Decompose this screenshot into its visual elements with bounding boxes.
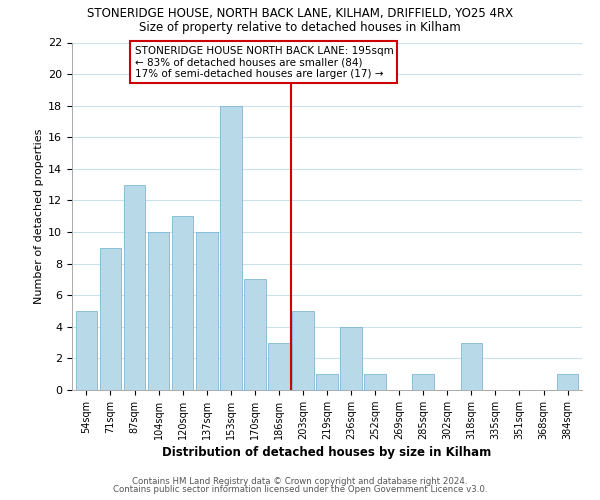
Text: STONERIDGE HOUSE, NORTH BACK LANE, KILHAM, DRIFFIELD, YO25 4RX: STONERIDGE HOUSE, NORTH BACK LANE, KILHA… bbox=[87, 8, 513, 20]
Bar bbox=[196, 232, 218, 390]
X-axis label: Distribution of detached houses by size in Kilham: Distribution of detached houses by size … bbox=[163, 446, 491, 459]
Bar bbox=[148, 232, 169, 390]
Text: Contains public sector information licensed under the Open Government Licence v3: Contains public sector information licen… bbox=[113, 484, 487, 494]
Bar bbox=[364, 374, 386, 390]
Text: Contains HM Land Registry data © Crown copyright and database right 2024.: Contains HM Land Registry data © Crown c… bbox=[132, 477, 468, 486]
Bar bbox=[412, 374, 434, 390]
Bar bbox=[461, 342, 482, 390]
Bar bbox=[316, 374, 338, 390]
Bar bbox=[124, 184, 145, 390]
Bar bbox=[340, 327, 362, 390]
Bar bbox=[557, 374, 578, 390]
Bar bbox=[292, 311, 314, 390]
Text: STONERIDGE HOUSE NORTH BACK LANE: 195sqm
← 83% of detached houses are smaller (8: STONERIDGE HOUSE NORTH BACK LANE: 195sqm… bbox=[134, 46, 393, 79]
Bar bbox=[172, 216, 193, 390]
Bar bbox=[220, 106, 242, 390]
Bar bbox=[268, 342, 290, 390]
Bar bbox=[76, 311, 97, 390]
Bar bbox=[100, 248, 121, 390]
Bar bbox=[244, 280, 266, 390]
Text: Size of property relative to detached houses in Kilham: Size of property relative to detached ho… bbox=[139, 22, 461, 35]
Y-axis label: Number of detached properties: Number of detached properties bbox=[34, 128, 44, 304]
